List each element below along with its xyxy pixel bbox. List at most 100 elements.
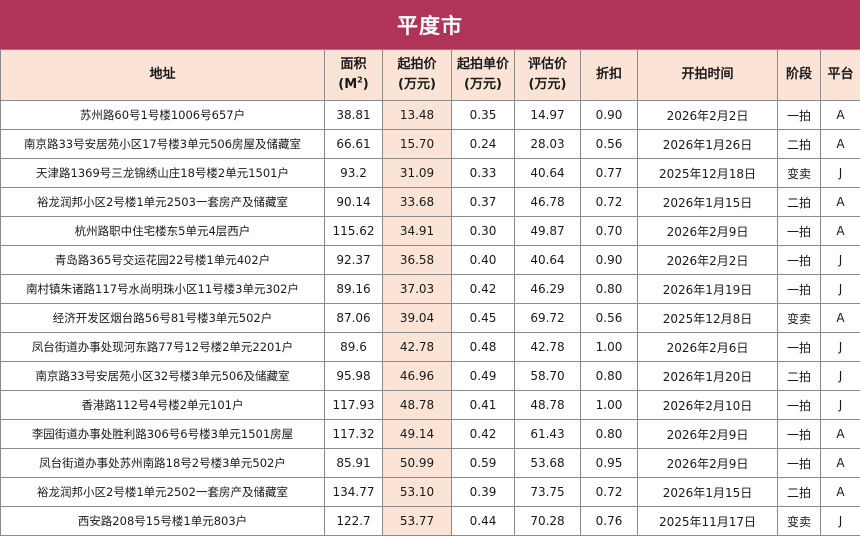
cell-address: 凤台街道办事处现河东路77号12号楼2单元2201户 bbox=[1, 333, 325, 362]
cell-start-price: 42.78 bbox=[383, 333, 452, 362]
cell-eval-price: 28.03 bbox=[515, 130, 581, 159]
cell-start-price: 53.77 bbox=[383, 507, 452, 536]
cell-start-time: 2026年2月2日 bbox=[638, 101, 778, 130]
cell-start-price: 31.09 bbox=[383, 159, 452, 188]
cell-discount: 0.77 bbox=[581, 159, 638, 188]
cell-eval-price: 58.70 bbox=[515, 362, 581, 391]
cell-area: 117.32 bbox=[325, 420, 383, 449]
cell-address: 李园街道办事处胜利路306号6号楼3单元1501房屋 bbox=[1, 420, 325, 449]
cell-start-price: 48.78 bbox=[383, 391, 452, 420]
cell-start-time: 2026年1月15日 bbox=[638, 188, 778, 217]
cell-start-price: 36.58 bbox=[383, 246, 452, 275]
cell-stage: 一拍 bbox=[778, 275, 821, 304]
cell-unit-price: 0.40 bbox=[452, 246, 515, 275]
cell-platform: J bbox=[821, 333, 860, 362]
cell-stage: 一拍 bbox=[778, 420, 821, 449]
cell-discount: 0.76 bbox=[581, 507, 638, 536]
cell-stage: 一拍 bbox=[778, 217, 821, 246]
cell-unit-price: 0.39 bbox=[452, 478, 515, 507]
cell-area: 117.93 bbox=[325, 391, 383, 420]
cell-platform: J bbox=[821, 159, 860, 188]
cell-eval-price: 69.72 bbox=[515, 304, 581, 333]
cell-start-time: 2026年1月19日 bbox=[638, 275, 778, 304]
cell-start-time: 2025年12月18日 bbox=[638, 159, 778, 188]
page-title: 平度市 bbox=[0, 0, 860, 49]
header-stage: 阶段 bbox=[778, 50, 821, 101]
cell-eval-price: 48.78 bbox=[515, 391, 581, 420]
cell-start-time: 2025年12月8日 bbox=[638, 304, 778, 333]
cell-platform: J bbox=[821, 391, 860, 420]
cell-area: 115.62 bbox=[325, 217, 383, 246]
cell-eval-price: 49.87 bbox=[515, 217, 581, 246]
cell-platform: A bbox=[821, 188, 860, 217]
cell-stage: 一拍 bbox=[778, 246, 821, 275]
cell-area: 95.98 bbox=[325, 362, 383, 391]
cell-eval-price: 40.64 bbox=[515, 246, 581, 275]
header-unit-price: 起拍单价 (万元) bbox=[452, 50, 515, 101]
cell-unit-price: 0.44 bbox=[452, 507, 515, 536]
cell-start-price: 15.70 bbox=[383, 130, 452, 159]
cell-eval-price: 42.78 bbox=[515, 333, 581, 362]
header-row: 地址 面积 (M2) 起拍价 (万元) 起拍单价 (万元) 评估价 (万元) 折… bbox=[1, 50, 860, 101]
cell-discount: 0.95 bbox=[581, 449, 638, 478]
cell-eval-price: 46.78 bbox=[515, 188, 581, 217]
cell-address: 苏州路60号1号楼1006号657户 bbox=[1, 101, 325, 130]
cell-eval-price: 53.68 bbox=[515, 449, 581, 478]
cell-discount: 0.80 bbox=[581, 362, 638, 391]
cell-stage: 二拍 bbox=[778, 130, 821, 159]
cell-start-price: 39.04 bbox=[383, 304, 452, 333]
cell-unit-price: 0.42 bbox=[452, 275, 515, 304]
header-start-time: 开拍时间 bbox=[638, 50, 778, 101]
header-address: 地址 bbox=[1, 50, 325, 101]
cell-start-time: 2026年1月15日 bbox=[638, 478, 778, 507]
cell-discount: 0.90 bbox=[581, 246, 638, 275]
cell-start-time: 2026年2月9日 bbox=[638, 420, 778, 449]
cell-stage: 二拍 bbox=[778, 362, 821, 391]
cell-area: 93.2 bbox=[325, 159, 383, 188]
cell-start-price: 49.14 bbox=[383, 420, 452, 449]
cell-platform: J bbox=[821, 362, 860, 391]
header-discount: 折扣 bbox=[581, 50, 638, 101]
cell-unit-price: 0.59 bbox=[452, 449, 515, 478]
cell-area: 87.06 bbox=[325, 304, 383, 333]
cell-address: 裕龙润邦小区2号楼1单元2502一套房产及储藏室 bbox=[1, 478, 325, 507]
cell-address: 香港路112号4号楼2单元101户 bbox=[1, 391, 325, 420]
cell-address: 天津路1369号三龙锦绣山庄18号楼2单元1501户 bbox=[1, 159, 325, 188]
cell-platform: A bbox=[821, 420, 860, 449]
cell-start-time: 2026年2月2日 bbox=[638, 246, 778, 275]
cell-eval-price: 73.75 bbox=[515, 478, 581, 507]
cell-start-time: 2025年11月17日 bbox=[638, 507, 778, 536]
cell-unit-price: 0.37 bbox=[452, 188, 515, 217]
cell-stage: 一拍 bbox=[778, 449, 821, 478]
cell-area: 122.7 bbox=[325, 507, 383, 536]
auction-table: 地址 面积 (M2) 起拍价 (万元) 起拍单价 (万元) 评估价 (万元) 折… bbox=[0, 49, 860, 536]
cell-discount: 0.56 bbox=[581, 130, 638, 159]
cell-stage: 二拍 bbox=[778, 478, 821, 507]
cell-eval-price: 70.28 bbox=[515, 507, 581, 536]
cell-start-price: 46.96 bbox=[383, 362, 452, 391]
cell-area: 38.81 bbox=[325, 101, 383, 130]
cell-eval-price: 40.64 bbox=[515, 159, 581, 188]
cell-stage: 一拍 bbox=[778, 391, 821, 420]
cell-area: 89.6 bbox=[325, 333, 383, 362]
cell-discount: 0.90 bbox=[581, 101, 638, 130]
cell-unit-price: 0.30 bbox=[452, 217, 515, 246]
cell-unit-price: 0.24 bbox=[452, 130, 515, 159]
cell-platform: J bbox=[821, 246, 860, 275]
cell-stage: 变卖 bbox=[778, 507, 821, 536]
cell-unit-price: 0.42 bbox=[452, 420, 515, 449]
cell-start-price: 13.48 bbox=[383, 101, 452, 130]
cell-address: 青岛路365号交运花园22号楼1单元402户 bbox=[1, 246, 325, 275]
cell-area: 90.14 bbox=[325, 188, 383, 217]
